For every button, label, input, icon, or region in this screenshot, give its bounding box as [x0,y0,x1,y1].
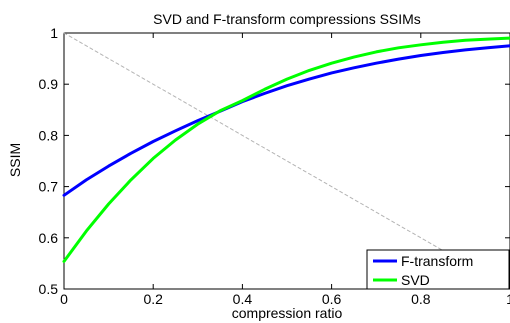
y-axis-label: SSIM [7,143,23,177]
y-tick-label: 0.5 [39,281,59,297]
series-line-svd [62,36,510,263]
chart-title: SVD and F-transform compressions SSIMs [153,11,421,27]
y-tick-label: 0.9 [39,76,59,92]
y-tick-label: 1 [50,25,58,41]
legend-label: F-transform [401,253,473,269]
plot-frame [63,32,510,290]
x-tick-label: 0.8 [411,291,431,307]
x-tick-label: 1 [506,291,510,307]
x-tick-label: 0.6 [322,291,342,307]
x-tick-label: 0.2 [143,291,163,307]
legend-label: SVD [401,272,430,288]
x-axis-label: compression ratio [232,305,343,321]
diagonal-reference-line [63,32,510,290]
y-tick-label: 0.6 [39,230,59,246]
x-tick-label: 0.4 [233,291,253,307]
series-line-f-transform [62,44,510,197]
legend-box [366,249,510,290]
y-tick-label: 0.8 [39,127,59,143]
y-tick-label: 0.7 [39,179,59,195]
series-layer [62,32,510,290]
legend: F-transform SVD [366,249,510,290]
x-tick-label: 0 [60,291,68,307]
